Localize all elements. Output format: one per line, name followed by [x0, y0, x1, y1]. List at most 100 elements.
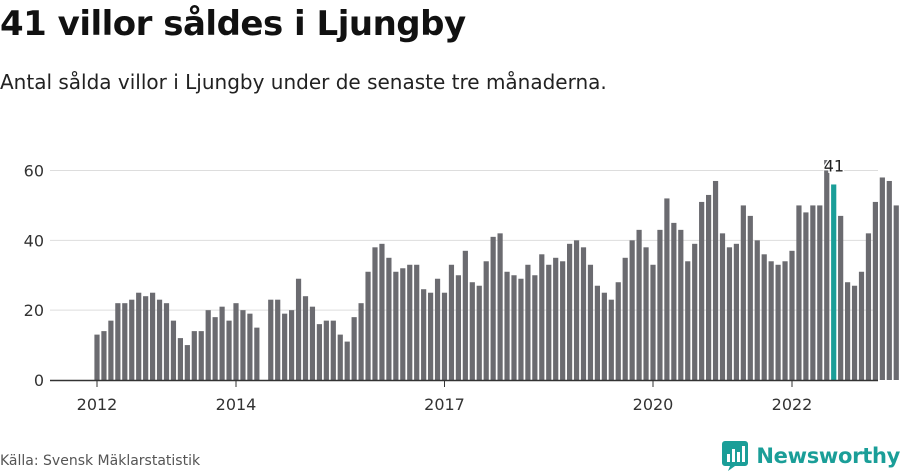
bar — [205, 310, 211, 380]
bar — [872, 201, 878, 380]
bar — [796, 205, 802, 380]
bars — [94, 160, 899, 381]
bar — [643, 247, 649, 380]
bar — [532, 275, 538, 380]
bar — [219, 306, 225, 381]
bar — [629, 240, 635, 380]
bar — [761, 254, 767, 380]
bar — [504, 271, 510, 380]
bar — [490, 236, 496, 380]
bar — [594, 285, 600, 381]
bar — [824, 160, 830, 380]
bar — [733, 243, 739, 380]
bar — [636, 229, 642, 380]
bar — [170, 320, 177, 380]
bar — [685, 261, 691, 380]
bar — [851, 285, 858, 381]
bar — [803, 212, 809, 380]
bar — [191, 331, 197, 380]
bar — [560, 261, 566, 380]
bar — [525, 264, 531, 380]
bar — [858, 271, 865, 380]
bar — [94, 334, 100, 380]
bar — [156, 299, 163, 380]
brand-name: Newsworthy — [756, 444, 900, 468]
bar — [184, 345, 190, 380]
bar — [393, 271, 399, 380]
bar — [344, 341, 350, 380]
bar — [567, 243, 573, 380]
bar — [546, 264, 552, 380]
bar — [539, 254, 545, 380]
x-tick-label: 2014 — [216, 395, 257, 414]
bar — [163, 303, 170, 380]
bar — [678, 229, 684, 380]
annotations: 41 — [822, 155, 845, 177]
bar — [407, 264, 413, 380]
bar — [233, 303, 239, 380]
last-value-label: 41 — [824, 156, 844, 175]
bar — [150, 292, 156, 380]
bar — [469, 282, 475, 380]
bar — [838, 215, 844, 380]
bar — [671, 222, 677, 381]
y-tick-label: 0 — [34, 371, 44, 390]
bar — [865, 233, 872, 380]
chart-title: 41 villor såldes i Ljungby — [0, 4, 466, 44]
bar — [295, 278, 302, 380]
x-tick-label: 2022 — [772, 395, 813, 414]
bar — [719, 233, 726, 380]
bar — [726, 247, 733, 380]
bar — [497, 233, 503, 380]
y-tick-label: 60 — [24, 162, 44, 181]
bar — [330, 320, 336, 380]
y-tick-label: 20 — [24, 301, 44, 320]
bar — [664, 198, 670, 380]
bar — [351, 317, 357, 380]
bar — [358, 303, 364, 380]
bar — [587, 264, 594, 380]
bar — [254, 327, 260, 381]
chart-subtitle: Antal sålda villor i Ljungby under de se… — [0, 70, 607, 94]
bar — [747, 215, 753, 380]
bar — [657, 229, 663, 380]
bar — [462, 250, 468, 380]
x-tick-label: 2020 — [633, 395, 674, 414]
bar — [337, 334, 343, 380]
bar — [129, 299, 135, 380]
bar — [775, 264, 781, 380]
x-axis-ticks: 2012 2014 2017 2020 2022 — [77, 380, 813, 414]
bar — [518, 278, 524, 380]
bar — [817, 205, 823, 380]
bar — [136, 292, 142, 380]
bar — [650, 264, 656, 380]
bar — [226, 320, 232, 380]
bar — [309, 306, 316, 381]
bar — [483, 261, 489, 380]
bar — [608, 299, 614, 380]
bar — [706, 194, 712, 380]
newsworthy-brand[interactable]: Newsworthy — [722, 440, 900, 472]
bar — [601, 292, 607, 380]
bar — [282, 313, 288, 380]
bar — [740, 205, 746, 380]
bar — [448, 264, 455, 380]
bar — [476, 285, 482, 381]
bar — [316, 324, 322, 380]
bar — [789, 250, 795, 380]
bar — [289, 310, 295, 380]
bar — [177, 338, 183, 380]
bar — [302, 296, 309, 380]
bar — [810, 205, 816, 380]
bar — [212, 317, 218, 380]
bar — [268, 299, 274, 380]
bar — [115, 303, 121, 380]
bar — [434, 278, 441, 380]
bar — [143, 296, 149, 380]
y-axis-ticks: 0 20 40 60 — [24, 162, 44, 391]
bar — [323, 320, 329, 380]
bar — [886, 180, 892, 380]
bar — [400, 268, 406, 380]
bar — [768, 261, 774, 380]
